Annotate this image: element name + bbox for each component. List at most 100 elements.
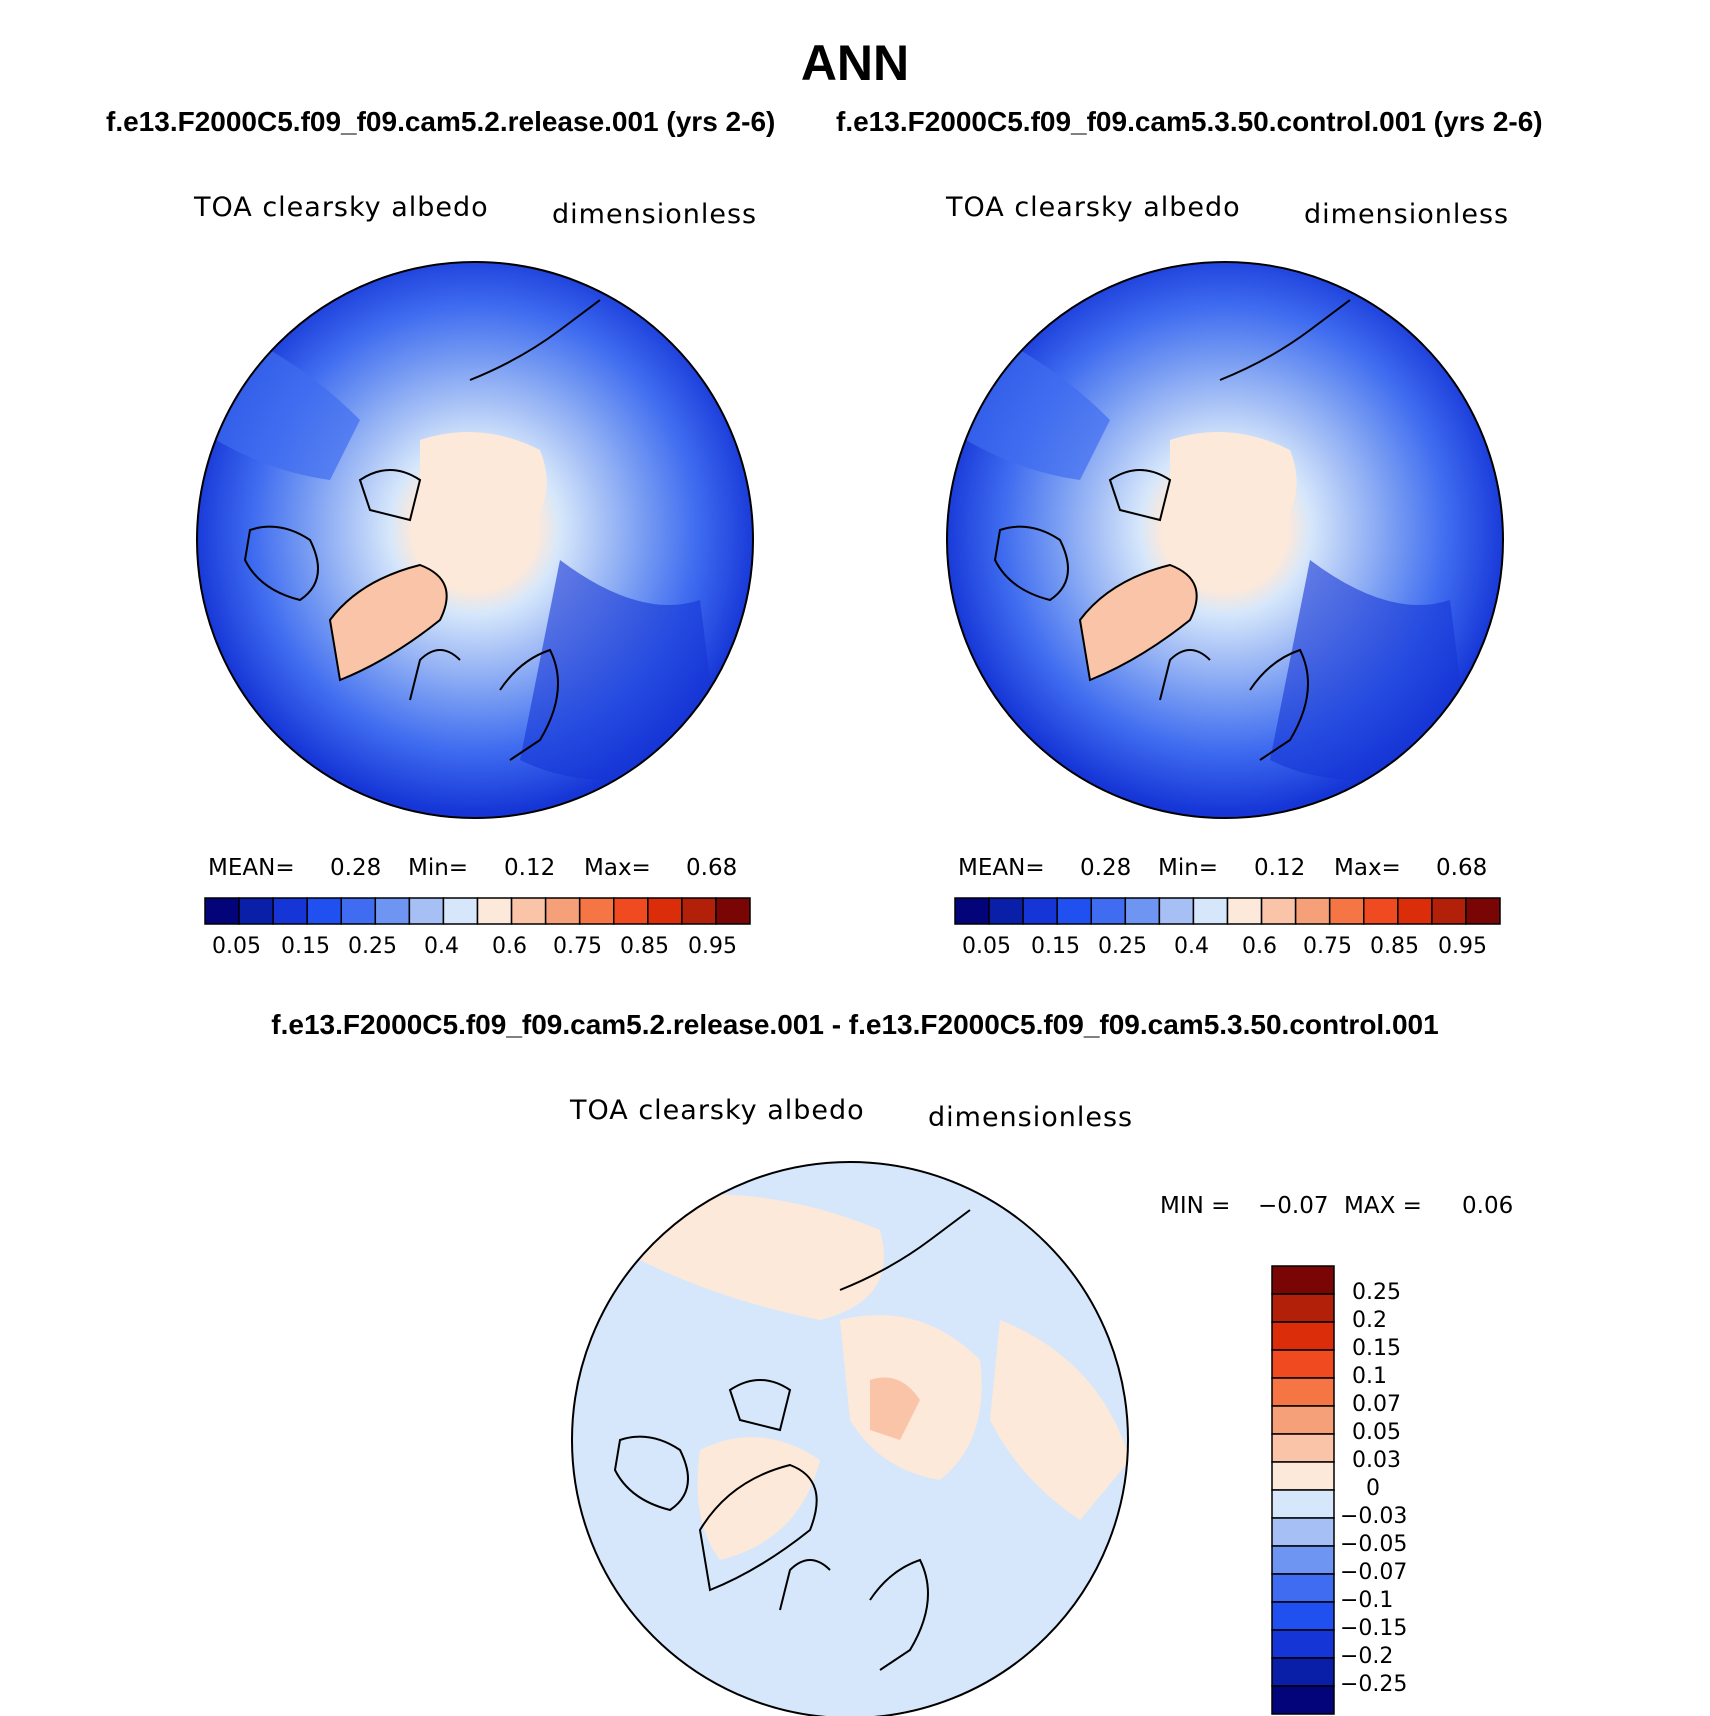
colorbar-swatch <box>510 897 547 925</box>
colorbar-swatch <box>1271 1685 1335 1715</box>
panel-a-mean-label: MEAN= <box>208 855 295 881</box>
colorbar-difference <box>1271 1265 1335 1715</box>
colorbar-swatch <box>1124 897 1161 925</box>
panel-b-max: 0.68 <box>1436 855 1488 881</box>
map-panel-difference <box>572 1162 1128 1716</box>
colorbar-swatch <box>1271 1461 1335 1491</box>
colorbar-swatch <box>1363 897 1399 925</box>
colorbar-swatch <box>681 897 717 925</box>
cbar-diff-label-9: −0.05 <box>1340 1532 1408 1557</box>
colorbar-swatch <box>1271 1321 1335 1351</box>
cbar-a-label-0: 0.05 <box>212 934 261 959</box>
cbar-diff-label-14: −0.25 <box>1340 1672 1408 1697</box>
colorbar-swatch <box>1328 897 1365 925</box>
panel-b-units: dimensionless <box>1304 199 1510 230</box>
cbar-b-label-4: 0.6 <box>1242 934 1277 959</box>
cbar-b-label-6: 0.85 <box>1370 934 1419 959</box>
colorbar-panel-b <box>954 897 1501 925</box>
cbar-diff-label-11: −0.1 <box>1340 1588 1394 1613</box>
map-a-coastlines <box>243 299 601 761</box>
map-diff-border <box>571 1161 1129 1716</box>
cbar-b-label-2: 0.25 <box>1098 934 1147 959</box>
colorbar-swatch <box>476 897 513 925</box>
colorbar-swatch <box>1056 897 1092 925</box>
colorbar-swatch <box>1271 1629 1335 1659</box>
diff-variable: TOA clearsky albedo <box>570 1095 865 1126</box>
panel-a-mean: 0.28 <box>330 855 382 881</box>
cbar-b-label-7: 0.95 <box>1438 934 1487 959</box>
colorbar-swatch <box>578 897 615 925</box>
colorbar-swatch <box>1431 897 1467 925</box>
panel-a-units: dimensionless <box>552 199 758 230</box>
diff-min-label: MIN = <box>1160 1193 1231 1219</box>
cbar-diff-label-6: 0.03 <box>1352 1448 1401 1473</box>
colorbar-swatch <box>1271 1377 1335 1407</box>
colorbar-swatch <box>1271 1517 1335 1547</box>
colorbar-swatch <box>442 897 479 925</box>
colorbar-swatch <box>1271 1657 1335 1687</box>
cbar-a-label-3: 0.4 <box>424 934 459 959</box>
colorbar-swatch <box>647 897 683 925</box>
panel-a-max: 0.68 <box>686 855 738 881</box>
cbar-a-label-4: 0.6 <box>492 934 527 959</box>
cbar-a-label-2: 0.25 <box>348 934 397 959</box>
diff-min: −0.07 <box>1258 1193 1329 1219</box>
cbar-a-label-7: 0.95 <box>688 934 737 959</box>
panel-a-max-label: Max= <box>584 855 651 881</box>
colorbar-swatch <box>1397 897 1433 925</box>
map-panel-b <box>947 262 1503 818</box>
cbar-diff-label-2: 0.15 <box>1352 1336 1401 1361</box>
colorbar-swatch <box>544 897 581 925</box>
panel-b-min-label: Min= <box>1158 855 1219 881</box>
colorbar-swatch <box>1294 897 1331 925</box>
diff-units: dimensionless <box>928 1102 1134 1133</box>
colorbar-swatch <box>1090 897 1127 925</box>
cbar-a-label-1: 0.15 <box>281 934 330 959</box>
panel-b-min: 0.12 <box>1254 855 1306 881</box>
colorbar-swatch <box>306 897 342 925</box>
cbar-diff-label-1: 0.2 <box>1352 1308 1387 1333</box>
colorbar-swatch <box>954 897 990 925</box>
colorbar-swatch <box>374 897 411 925</box>
colorbar-swatch <box>1022 897 1058 925</box>
colorbar-swatch <box>408 897 445 925</box>
colorbar-swatch <box>1271 1265 1335 1295</box>
diff-max-label: MAX = <box>1344 1193 1422 1219</box>
colorbar-swatch <box>204 897 240 925</box>
colorbar-panel-a <box>204 897 751 925</box>
colorbar-swatch <box>1271 1349 1335 1379</box>
cbar-diff-label-0: 0.25 <box>1352 1280 1401 1305</box>
colorbar-swatch <box>238 897 274 925</box>
page-title: ANN <box>800 35 910 91</box>
colorbar-swatch <box>988 897 1024 925</box>
colorbar-swatch <box>1271 1573 1335 1603</box>
colorbar-swatch <box>715 897 751 925</box>
cbar-diff-label-4: 0.07 <box>1352 1392 1401 1417</box>
panel-a-variable: TOA clearsky albedo <box>194 192 489 223</box>
colorbar-swatch <box>1271 1405 1335 1435</box>
colorbar-swatch <box>1465 897 1501 925</box>
colorbar-swatch <box>1158 897 1195 925</box>
colorbar-swatch <box>340 897 377 925</box>
case-a-title: f.e13.F2000C5.f09_f09.cam5.2.release.001… <box>106 106 776 137</box>
cbar-diff-label-5: 0.05 <box>1352 1420 1401 1445</box>
panel-b-variable: TOA clearsky albedo <box>946 192 1241 223</box>
colorbar-swatch <box>1226 897 1263 925</box>
map-a-border <box>196 261 754 819</box>
diff-max: 0.06 <box>1462 1193 1514 1219</box>
map-b-coastlines <box>993 299 1351 761</box>
cbar-b-label-0: 0.05 <box>962 934 1011 959</box>
colorbar-swatch <box>1192 897 1229 925</box>
panel-b-max-label: Max= <box>1334 855 1401 881</box>
cbar-diff-label-7: 0 <box>1366 1476 1380 1501</box>
cbar-diff-label-10: −0.07 <box>1340 1560 1408 1585</box>
panel-b-mean: 0.28 <box>1080 855 1132 881</box>
colorbar-swatch <box>1271 1293 1335 1323</box>
colorbar-swatch <box>613 897 649 925</box>
colorbar-swatch <box>1271 1433 1335 1463</box>
cbar-a-label-5: 0.75 <box>553 934 602 959</box>
colorbar-swatch <box>1271 1489 1335 1519</box>
colorbar-swatch <box>1260 897 1297 925</box>
map-b-border <box>946 261 1504 819</box>
cbar-b-label-3: 0.4 <box>1174 934 1209 959</box>
